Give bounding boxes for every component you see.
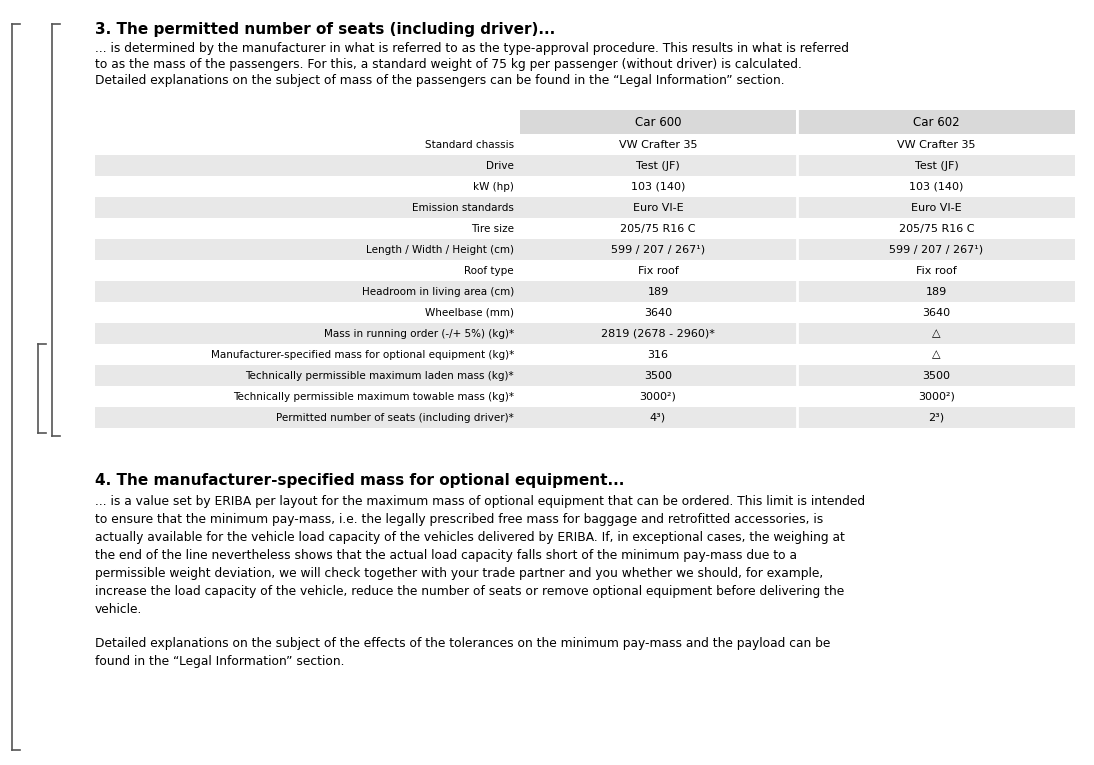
Text: 205/75 R16 C: 205/75 R16 C [620, 223, 696, 233]
Text: Manufacturer-specified mass for optional equipment (kg)*: Manufacturer-specified mass for optional… [211, 350, 514, 360]
Text: ... is determined by the manufacturer in what is referred to as the type-approva: ... is determined by the manufacturer in… [95, 42, 849, 55]
Text: the end of the line nevertheless shows that the actual load capacity falls short: the end of the line nevertheless shows t… [95, 549, 798, 562]
Text: Fix roof: Fix roof [916, 265, 957, 275]
Bar [95, 260, 1075, 281]
Text: Detailed explanations on the subject of mass of the passengers can be found in t: Detailed explanations on the subject of … [95, 74, 784, 87]
Text: 205/75 R16 C: 205/75 R16 C [899, 223, 975, 233]
Bar [95, 176, 1075, 197]
Text: Euro VI-E: Euro VI-E [632, 203, 684, 213]
Bar [95, 323, 1075, 344]
Bar [95, 197, 1075, 218]
Text: Technically permissible maximum laden mass (kg)*: Technically permissible maximum laden ma… [245, 370, 514, 380]
Text: actually available for the vehicle load capacity of the vehicles delivered by ER: actually available for the vehicle load … [95, 531, 845, 544]
Text: increase the load capacity of the vehicle, reduce the number of seats or remove : increase the load capacity of the vehicl… [95, 585, 845, 598]
Text: Emission standards: Emission standards [412, 203, 514, 213]
Text: Headroom in living area (cm): Headroom in living area (cm) [362, 287, 514, 297]
Text: 103 (140): 103 (140) [909, 181, 964, 191]
Text: 3500: 3500 [644, 370, 672, 380]
Bar [95, 239, 1075, 260]
Bar [95, 302, 1075, 323]
Text: 3640: 3640 [644, 308, 672, 317]
Text: Test (JF): Test (JF) [636, 161, 679, 171]
Bar [95, 134, 1075, 155]
Text: Test (JF): Test (JF) [915, 161, 958, 171]
Text: found in the “Legal Information” section.: found in the “Legal Information” section… [95, 655, 345, 668]
Text: △: △ [932, 350, 941, 360]
Text: Roof type: Roof type [464, 265, 514, 275]
Text: Technically permissible maximum towable mass (kg)*: Technically permissible maximum towable … [233, 392, 514, 402]
Bar [95, 386, 1075, 407]
Text: △: △ [932, 328, 941, 338]
Text: 3000²): 3000²) [640, 392, 676, 402]
Text: 3640: 3640 [922, 308, 951, 317]
Text: Drive: Drive [486, 161, 514, 171]
Text: 189: 189 [926, 287, 947, 297]
Text: Tire size: Tire size [472, 223, 514, 233]
Text: Detailed explanations on the subject of the effects of the tolerances on the min: Detailed explanations on the subject of … [95, 637, 830, 650]
Text: 2³): 2³) [929, 412, 944, 422]
Text: Fix roof: Fix roof [638, 265, 678, 275]
Text: Mass in running order (-/+ 5%) (kg)*: Mass in running order (-/+ 5%) (kg)* [324, 328, 514, 338]
Text: VW Crafter 35: VW Crafter 35 [897, 139, 976, 149]
Text: 3500: 3500 [922, 370, 951, 380]
Bar [798, 110, 1075, 134]
Text: Car 602: Car 602 [913, 116, 959, 129]
Text: ... is a value set by ERIBA per layout for the maximum mass of optional equipmen: ... is a value set by ERIBA per layout f… [95, 495, 865, 508]
Text: Car 600: Car 600 [635, 116, 682, 129]
Bar [95, 365, 1075, 386]
Text: 3. The permitted number of seats (including driver)...: 3. The permitted number of seats (includ… [95, 22, 556, 37]
Text: 3000²): 3000²) [918, 392, 955, 402]
Bar [95, 407, 1075, 428]
Text: 599 / 207 / 267¹): 599 / 207 / 267¹) [889, 245, 984, 255]
Text: Euro VI-E: Euro VI-E [911, 203, 962, 213]
Text: VW Crafter 35: VW Crafter 35 [619, 139, 697, 149]
Text: Length / Width / Height (cm): Length / Width / Height (cm) [366, 245, 514, 255]
Text: vehicle.: vehicle. [95, 603, 142, 616]
Text: to as the mass of the passengers. For this, a standard weight of 75 kg per passe: to as the mass of the passengers. For th… [95, 58, 802, 71]
Text: 2819 (2678 - 2960)*: 2819 (2678 - 2960)* [601, 328, 715, 338]
Bar [95, 218, 1075, 239]
Bar [520, 110, 796, 134]
Text: Wheelbase (mm): Wheelbase (mm) [424, 308, 514, 317]
Bar [95, 281, 1075, 302]
Text: permissible weight deviation, we will check together with your trade partner and: permissible weight deviation, we will ch… [95, 567, 824, 580]
Text: Permitted number of seats (including driver)*: Permitted number of seats (including dri… [277, 412, 514, 422]
Bar [95, 155, 1075, 176]
Text: 4³): 4³) [650, 412, 666, 422]
Text: 189: 189 [648, 287, 668, 297]
Text: 599 / 207 / 267¹): 599 / 207 / 267¹) [610, 245, 705, 255]
Text: to ensure that the minimum pay-mass, i.e. the legally prescribed free mass for b: to ensure that the minimum pay-mass, i.e… [95, 513, 824, 526]
Text: 316: 316 [648, 350, 668, 360]
Text: Standard chassis: Standard chassis [424, 139, 514, 149]
Bar [95, 344, 1075, 365]
Text: 103 (140): 103 (140) [631, 181, 685, 191]
Text: kW (hp): kW (hp) [473, 181, 514, 191]
Text: 4. The manufacturer-specified mass for optional equipment...: 4. The manufacturer-specified mass for o… [95, 473, 625, 488]
